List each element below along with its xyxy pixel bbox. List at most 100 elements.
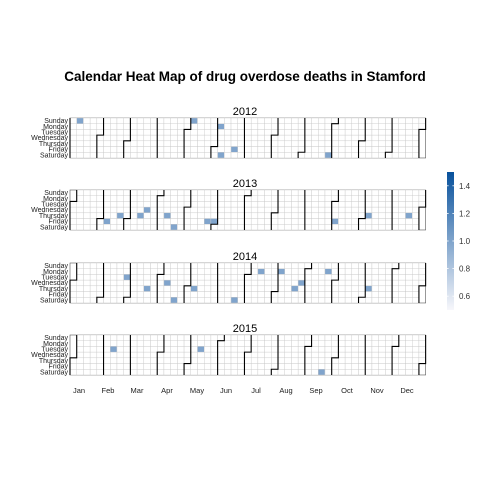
day-cell: [271, 351, 279, 359]
day-cell: [183, 189, 191, 196]
year-panels: 2012SundayMondayTuesdayWednesdayThursday…: [31, 106, 427, 376]
day-cell: [284, 274, 292, 281]
day-cell: [123, 291, 131, 298]
day-cell: [203, 369, 212, 376]
day-cell: [130, 212, 138, 219]
month-label-oct: Oct: [341, 386, 354, 395]
day-cell: [224, 346, 232, 353]
day-cell: [371, 134, 379, 142]
day-cell: [197, 201, 205, 208]
day-cell: [264, 297, 272, 304]
day-cell: [391, 218, 399, 225]
day-cell: [365, 201, 373, 208]
day-cell: [378, 291, 386, 298]
day-cell: [237, 285, 245, 292]
day-cell: [143, 218, 151, 225]
day-cell: [123, 363, 131, 370]
day-cell: [358, 195, 366, 202]
day-cell: [190, 297, 198, 304]
day-cell: [250, 189, 259, 196]
day-cell: [311, 351, 319, 359]
day-cell: [418, 268, 426, 275]
day-cell: [116, 340, 124, 347]
day-cell: [217, 134, 225, 142]
day-cell: [398, 334, 406, 341]
day-cell: [331, 201, 339, 208]
day-cell: [217, 189, 225, 196]
weekday-label: Friday: [49, 364, 69, 371]
day-cell: [224, 195, 232, 202]
day-cell: [197, 334, 205, 341]
day-cell: [96, 152, 104, 159]
day-cell: [250, 274, 259, 281]
day-cell: [150, 346, 158, 353]
day-cell: [291, 129, 299, 136]
day-cell: [398, 129, 406, 136]
day-cell: [83, 206, 91, 214]
day-cell: [217, 357, 225, 364]
day-cell: [237, 189, 245, 196]
day-cell: [244, 189, 252, 196]
day-cell: [412, 152, 420, 159]
day-cell: [136, 297, 145, 304]
day-cell: [250, 369, 259, 376]
day-cell: [338, 369, 346, 376]
month-axis: Jan Feb Mar Apr May Jun Jul Aug Sep Oct Nov Dec: [73, 386, 414, 395]
day-cell: [412, 117, 420, 124]
day-cell: [103, 146, 111, 153]
day-cell: [311, 212, 319, 219]
day-cell: [103, 357, 111, 364]
day-cell: [385, 201, 393, 208]
day-cell: [412, 285, 420, 292]
day-cell: [398, 189, 406, 196]
day-cell: [230, 285, 238, 292]
month-label-feb: Feb: [102, 386, 115, 395]
day-cell: [351, 268, 359, 275]
day-cell: [284, 363, 292, 370]
heat-cell-2012-09-29: [324, 152, 332, 159]
day-cell: [385, 123, 393, 130]
day-cell: [136, 262, 145, 269]
day-cell: [230, 274, 238, 281]
day-cell: [116, 369, 124, 376]
day-cell: [183, 218, 191, 225]
day-cell: [257, 123, 265, 130]
day-cell: [197, 140, 205, 147]
heat-cell-2013-03-14: [136, 212, 145, 219]
day-cell: [150, 117, 158, 124]
day-cell: [297, 334, 306, 341]
month-boundary: [331, 190, 339, 230]
day-cell: [170, 351, 178, 359]
day-cell: [123, 123, 131, 130]
day-cell: [170, 357, 178, 364]
day-cell: [150, 189, 158, 196]
day-cell: [257, 117, 265, 124]
day-cell: [257, 369, 265, 376]
day-cell: [89, 285, 98, 292]
day-cell: [338, 340, 346, 347]
weekday-label: Friday: [49, 147, 69, 154]
day-cell: [331, 262, 339, 269]
day-cell: [311, 357, 319, 364]
day-cell: [224, 274, 232, 281]
day-cell: [76, 129, 84, 136]
day-cell: [311, 363, 319, 370]
day-cell: [257, 291, 265, 298]
day-cell: [203, 334, 212, 341]
day-cell: [271, 262, 279, 269]
year-panel-2015: 2015SundayMondayTuesdayWednesdayThursday…: [31, 323, 427, 376]
day-cell: [418, 346, 426, 353]
day-cell: [83, 201, 91, 208]
day-cell: [237, 334, 245, 341]
day-cell: [311, 123, 319, 130]
weekday-label: Monday: [43, 269, 68, 276]
day-cell: [405, 351, 413, 359]
day-cell: [96, 212, 104, 219]
day-cell: [371, 363, 379, 370]
day-cell: [123, 129, 131, 136]
day-cell: [230, 346, 238, 353]
day-cell: [210, 117, 218, 124]
day-cell: [83, 146, 91, 153]
day-cell: [203, 285, 212, 292]
day-cell: [230, 206, 238, 214]
